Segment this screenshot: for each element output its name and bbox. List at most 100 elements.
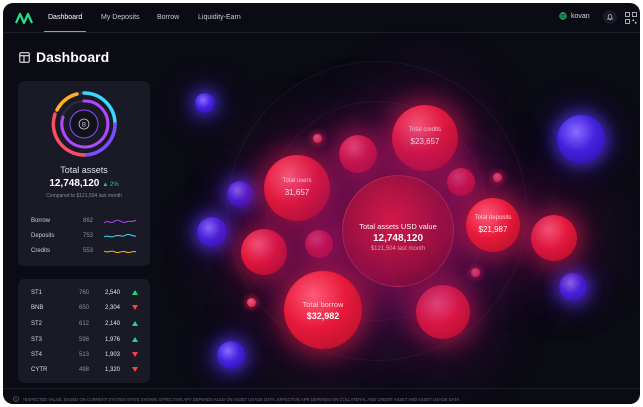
dashboard-icon (19, 51, 30, 63)
network-name: kovan (571, 12, 590, 20)
red-bubble[interactable] (447, 168, 475, 196)
asset-row-st3[interactable]: ST3 598 1,976 (31, 336, 141, 346)
bubble-label: Total borrow (302, 300, 344, 309)
blue-bubble[interactable] (559, 273, 587, 301)
asset-value-1: 760 (79, 290, 90, 296)
asset-value-1: 612 (79, 321, 90, 327)
bubble-value: 12,748,120 (372, 233, 424, 244)
red-dot (471, 268, 480, 277)
trend-up-icon (132, 321, 138, 326)
red-bubble[interactable] (416, 285, 470, 339)
blue-bubble[interactable] (195, 93, 215, 113)
summary-row-value: 753 (83, 233, 94, 239)
orbit-ring (227, 61, 527, 361)
borrow-sparkline (103, 219, 137, 224)
bubble-sub: $121,504 last month (370, 246, 426, 252)
triangle-up-icon: ▲ (102, 182, 109, 188)
info-icon (13, 396, 19, 402)
asset-value-2: 2,304 (105, 305, 121, 311)
blue-bubble[interactable] (197, 217, 227, 247)
total-users-bubble[interactable]: Total users 31,657 (264, 155, 330, 221)
change-percent: 2% (110, 182, 119, 188)
red-bubble[interactable] (531, 215, 577, 261)
red-bubble[interactable] (241, 229, 287, 275)
bubble-label: Total credits (408, 127, 441, 133)
trend-up-icon (132, 290, 138, 295)
bubble-label: Total assets USD value (359, 222, 437, 231)
app-frame: Dashboard My Deposits Borrow Liquidity-E… (3, 3, 640, 404)
total-assets-label: Total assets (60, 165, 108, 175)
tab-borrow[interactable]: Borrow (157, 14, 180, 21)
bubble-label: Total users (282, 178, 312, 184)
total-credits-bubble[interactable]: Total credits $23,657 (392, 105, 458, 171)
asset-symbol: CYTR (31, 367, 48, 373)
tab-liquidity-earn[interactable]: Liquidity-Earn (198, 14, 241, 21)
asset-value-2: 1,976 (105, 337, 121, 343)
notification-bell-icon[interactable] (603, 10, 617, 24)
asset-value-2: 2,140 (105, 321, 121, 327)
footer-text: *EXPECTED VALUE, BASED ON CURRENT SYSTEM… (23, 396, 461, 402)
asset-symbol: ST4 (31, 352, 43, 358)
summary-row-label: Borrow (31, 218, 51, 224)
red-dot (313, 134, 322, 143)
network-selector[interactable]: kovan (559, 12, 590, 20)
total-assets-bubble[interactable]: Total assets USD value 12,748,120 $121,5… (342, 175, 454, 287)
asset-symbol: ST2 (31, 321, 43, 327)
summary-row-credits: Credits 553 (31, 247, 141, 257)
svg-text:B: B (82, 123, 86, 129)
assets-list-card: ST1 760 2,540 BNB 650 2,304 ST2 612 2,14… (18, 279, 150, 383)
asset-row-st1[interactable]: ST1 760 2,540 (31, 289, 141, 299)
total-borrow-bubble[interactable]: Total borrow $32,982 (284, 271, 362, 349)
red-bubble[interactable] (305, 230, 333, 258)
red-dot (493, 173, 502, 182)
summary-row-value: 553 (83, 248, 94, 254)
asset-row-cytr[interactable]: CYTR 498 1,320 (31, 366, 141, 376)
asset-symbol: ST1 (31, 290, 43, 296)
red-dot (247, 298, 256, 307)
asset-symbol: BNB (31, 305, 44, 311)
summary-row-value: 862 (83, 218, 94, 224)
total-assets-donut: B (49, 89, 119, 164)
asset-symbol: ST3 (31, 337, 43, 343)
asset-value-2: 1,903 (105, 352, 121, 358)
trend-up-icon (132, 337, 138, 342)
total-assets-change: ▲ 2% (102, 182, 118, 188)
trend-down-icon (132, 367, 138, 372)
red-bubble[interactable] (339, 135, 377, 173)
blue-bubble[interactable] (557, 115, 605, 163)
asset-value-1: 498 (79, 367, 90, 373)
asset-row-st2[interactable]: ST2 612 2,140 (31, 320, 141, 330)
footer-disclaimer: *EXPECTED VALUE, BASED ON CURRENT SYSTEM… (3, 388, 640, 404)
bubble-visualization: Total credits $23,657 Total users 31,657… (153, 33, 640, 388)
qr-code-icon[interactable] (625, 11, 637, 29)
asset-value-1: 598 (79, 337, 90, 343)
asset-row-bnb[interactable]: BNB 650 2,304 (31, 304, 141, 314)
bubble-value: $32,982 (306, 311, 340, 321)
page-title: Dashboard (19, 49, 109, 65)
credits-sparkline (103, 250, 137, 254)
asset-value-1: 513 (79, 352, 90, 358)
blue-bubble[interactable] (217, 341, 245, 369)
summary-row-label: Credits (31, 248, 51, 254)
tab-dashboard[interactable]: Dashboard (44, 12, 87, 32)
bubble-value: $23,657 (410, 137, 440, 146)
asset-row-st4[interactable]: ST4 513 1,903 (31, 351, 141, 361)
top-nav: Dashboard My Deposits Borrow Liquidity-E… (3, 3, 640, 33)
asset-value-2: 2,540 (105, 290, 121, 296)
bubble-label: Total deposits (474, 215, 512, 221)
globe-icon (559, 12, 567, 20)
trend-down-icon (132, 352, 138, 357)
asset-value-1: 650 (79, 305, 90, 311)
total-assets-value: 12,748,120 ▲ 2% (18, 178, 150, 189)
logo-icon[interactable] (14, 11, 34, 29)
asset-value-2: 1,320 (105, 367, 121, 373)
total-assets-card: B Total assets 12,748,120 ▲ 2% Compared t… (18, 81, 150, 266)
summary-row-label: Deposits (31, 233, 55, 239)
total-deposits-bubble[interactable]: Total deposits $21,987 (466, 198, 520, 252)
deposits-sparkline (103, 233, 137, 238)
trend-down-icon (132, 305, 138, 310)
total-assets-number: 12,748,120 (49, 178, 100, 189)
tab-my-deposits[interactable]: My Deposits (101, 14, 140, 21)
blue-bubble[interactable] (227, 181, 253, 207)
summary-row-deposits: Deposits 753 (31, 232, 141, 242)
